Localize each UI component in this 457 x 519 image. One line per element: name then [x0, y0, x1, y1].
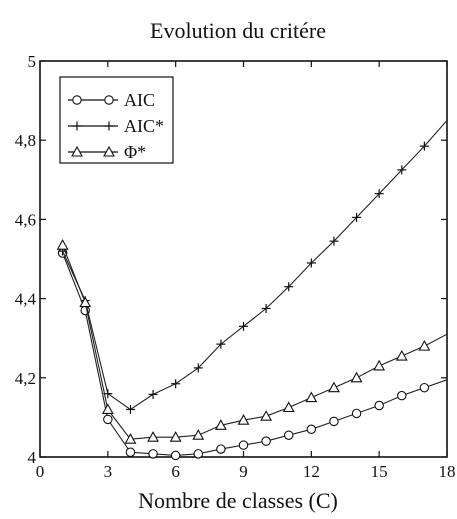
data-point-triangle — [192, 429, 205, 440]
y-tick-label: 5 — [28, 52, 37, 71]
series-line — [62, 120, 448, 411]
data-point-triangle — [328, 381, 340, 393]
data-point-plus — [419, 141, 429, 151]
data-point-circle — [306, 424, 317, 435]
x-axis-label: Nombre de classes (C) — [138, 488, 338, 513]
data-point-plus — [329, 236, 339, 246]
series-triangle — [56, 239, 448, 444]
data-point-plus — [148, 389, 158, 399]
data-point-circle — [170, 450, 181, 461]
data-point-triangle — [124, 433, 137, 444]
data-point-plus — [171, 379, 181, 389]
data-point-circle — [103, 414, 113, 425]
data-point-plus — [193, 363, 203, 373]
data-point-circle — [283, 430, 294, 440]
data-point-plus — [261, 304, 271, 313]
data-point-triangle — [282, 401, 295, 413]
data-point-circle — [193, 449, 204, 459]
data-point-circle — [351, 408, 362, 419]
data-point-triangle — [395, 349, 408, 361]
data-point-plus — [216, 339, 226, 349]
legend-label: AIC — [124, 90, 155, 110]
data-point-circle — [261, 436, 271, 446]
data-point-triangle — [103, 145, 115, 157]
data-point-circle — [72, 95, 82, 105]
data-point-plus — [284, 282, 294, 292]
data-point-triangle — [79, 296, 92, 308]
x-tick-label: 18 — [439, 462, 456, 481]
legend-box — [59, 76, 174, 164]
legend-item: AIC* — [68, 116, 164, 136]
data-point-circle — [419, 382, 430, 393]
data-point-triangle — [101, 403, 114, 415]
data-point-plus — [397, 165, 407, 175]
series-plus — [58, 120, 448, 414]
data-point-circle — [238, 440, 249, 450]
data-point-triangle — [71, 145, 83, 157]
y-tick-label: 4,4 — [15, 290, 37, 309]
data-point-plus — [72, 121, 82, 131]
data-point-plus — [239, 321, 248, 331]
y-tick-label: 4,8 — [15, 131, 36, 150]
data-point-triangle — [56, 239, 69, 250]
data-point-circle — [397, 390, 407, 401]
data-point-triangle — [418, 339, 431, 351]
x-tick-label: 12 — [303, 462, 320, 481]
y-tick-label: 4,2 — [15, 369, 36, 388]
x-tick-label: 15 — [371, 462, 388, 481]
data-point-plus — [352, 212, 362, 222]
data-point-circle — [125, 447, 136, 457]
data-point-triangle — [214, 419, 227, 430]
data-point-circle — [329, 416, 339, 427]
data-point-plus — [374, 189, 384, 199]
axis-ticks: 0 3 6 9 12 15 18 4 4,2 4,4 4,6 4,8 5 — [15, 52, 456, 481]
data-point-plus — [306, 258, 316, 268]
data-point-triangle — [373, 359, 386, 371]
series-line — [62, 244, 448, 440]
legend-label: Φ* — [124, 142, 146, 162]
x-tick-label: 0 — [36, 462, 45, 481]
legend-item: AIC — [68, 90, 155, 110]
legend-item: Φ* — [68, 142, 146, 162]
data-point-circle — [104, 95, 114, 105]
y-tick-label: 4,6 — [15, 210, 36, 229]
data-point-plus — [125, 404, 135, 414]
data-point-circle — [148, 449, 158, 459]
data-point-triangle — [350, 371, 363, 383]
legend: AIC AIC* Φ* — [59, 76, 174, 164]
data-point-circle — [216, 444, 226, 454]
series-circle — [57, 248, 448, 461]
y-tick-label: 4 — [28, 448, 37, 467]
x-tick-label: 3 — [104, 462, 113, 481]
data-point-plus — [104, 121, 114, 131]
chart-title: Evolution du critére — [150, 18, 326, 43]
data-point-circle — [374, 400, 384, 411]
series-layer — [56, 120, 448, 461]
legend-label: AIC* — [124, 116, 164, 136]
data-point-triangle — [169, 431, 182, 442]
x-tick-label: 6 — [171, 462, 180, 481]
x-tick-label: 9 — [239, 462, 248, 481]
data-point-triangle — [237, 414, 250, 425]
data-point-triangle — [147, 431, 159, 442]
data-point-triangle — [260, 410, 273, 421]
data-point-triangle — [305, 391, 318, 403]
